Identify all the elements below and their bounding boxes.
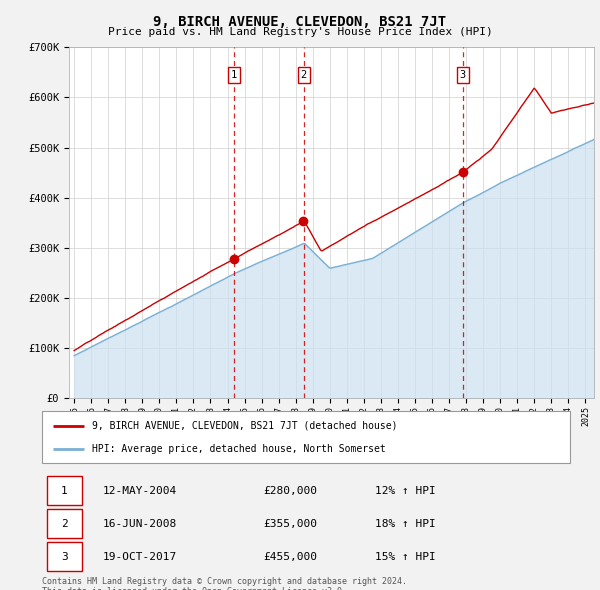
Text: 19-OCT-2017: 19-OCT-2017	[103, 552, 177, 562]
Text: 3: 3	[460, 70, 466, 80]
Text: 3: 3	[61, 552, 68, 562]
Text: 2: 2	[61, 519, 68, 529]
Bar	[47, 476, 82, 505]
Text: HPI: Average price, detached house, North Somerset: HPI: Average price, detached house, Nort…	[92, 444, 386, 454]
Text: 15% ↑ HPI: 15% ↑ HPI	[374, 552, 436, 562]
Text: £355,000: £355,000	[264, 519, 318, 529]
Text: 9, BIRCH AVENUE, CLEVEDON, BS21 7JT (detached house): 9, BIRCH AVENUE, CLEVEDON, BS21 7JT (det…	[92, 421, 398, 431]
Text: Price paid vs. HM Land Registry's House Price Index (HPI): Price paid vs. HM Land Registry's House …	[107, 27, 493, 37]
Text: 12-MAY-2004: 12-MAY-2004	[103, 486, 177, 496]
Text: 18% ↑ HPI: 18% ↑ HPI	[374, 519, 436, 529]
Text: £280,000: £280,000	[264, 486, 318, 496]
Text: 12% ↑ HPI: 12% ↑ HPI	[374, 486, 436, 496]
Text: 1: 1	[61, 486, 68, 496]
Bar	[47, 509, 82, 538]
Text: £455,000: £455,000	[264, 552, 318, 562]
Text: Contains HM Land Registry data © Crown copyright and database right 2024.
This d: Contains HM Land Registry data © Crown c…	[42, 577, 407, 590]
Text: 9, BIRCH AVENUE, CLEVEDON, BS21 7JT: 9, BIRCH AVENUE, CLEVEDON, BS21 7JT	[154, 15, 446, 29]
Text: 16-JUN-2008: 16-JUN-2008	[103, 519, 177, 529]
Bar	[47, 542, 82, 571]
Text: 2: 2	[301, 70, 307, 80]
Text: 1: 1	[231, 70, 237, 80]
